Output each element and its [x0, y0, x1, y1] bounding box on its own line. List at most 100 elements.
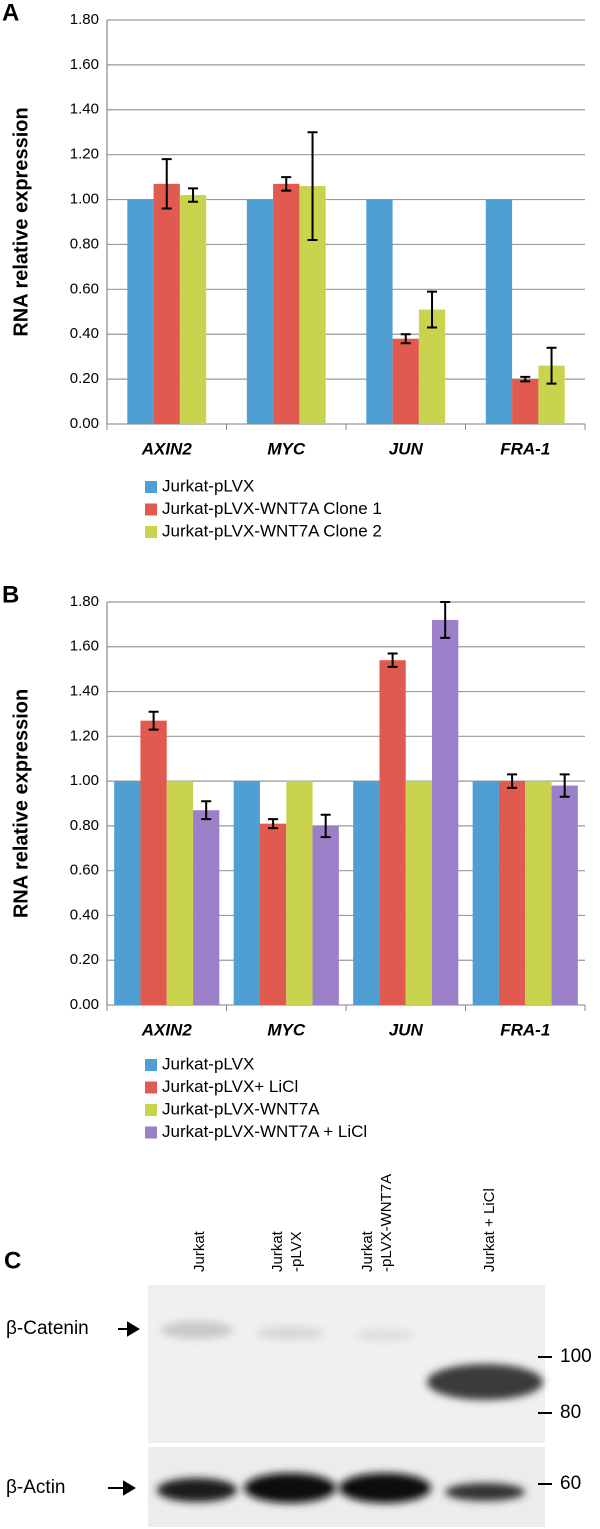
legend-swatch: [145, 481, 157, 493]
y-tick-label: 0.60: [70, 280, 99, 297]
marker-label: 60: [560, 1473, 581, 1494]
x-tick-label: JUN: [389, 439, 424, 458]
y-tick-label: 0.80: [70, 817, 99, 834]
bar: [432, 619, 459, 1005]
legend-label: Jurkat-pLVX-WNT7A Clone 2: [162, 521, 382, 540]
error-bar: [307, 131, 318, 241]
error-bar: [400, 333, 411, 345]
panel-label: B: [2, 581, 19, 608]
error-bar: [201, 800, 212, 821]
error-bar: [281, 176, 292, 192]
y-tick-label: 0.80: [70, 235, 99, 252]
arrow: [118, 1321, 140, 1337]
legend-label: Jurkat-pLVX: [162, 1054, 254, 1073]
x-tick-label: JUN: [389, 1020, 424, 1039]
bar: [379, 660, 406, 1005]
y-tick-label: 0.20: [70, 370, 99, 387]
bar: [127, 199, 154, 424]
x-tick-label: MYC: [267, 439, 306, 458]
error-bar: [161, 158, 172, 210]
arrow: [108, 1480, 136, 1496]
bar: [193, 810, 220, 1005]
legend-label: Jurkat-pLVX: [162, 476, 254, 495]
bar: [114, 781, 141, 1005]
y-tick-label: 1.80: [70, 11, 99, 28]
y-tick-label: 1.60: [70, 638, 99, 655]
error-bar: [559, 773, 570, 798]
bar: [525, 781, 552, 1005]
legend-swatch: [145, 1104, 157, 1116]
legend-label: Jurkat-pLVX-WNT7A Clone 1: [162, 499, 382, 518]
x-tick-label: MYC: [267, 1020, 306, 1039]
x-tick-label: AXIN2: [141, 439, 193, 458]
bar: [418, 309, 446, 424]
lane-label: -pLVX-WNT7A: [378, 1174, 395, 1272]
lane-label: Jurkat: [359, 1230, 376, 1272]
bar: [233, 781, 260, 1005]
y-tick-label: 1.80: [70, 593, 99, 610]
bar: [273, 183, 300, 424]
lane-label: Jurkat: [269, 1230, 286, 1272]
x-tick-label: FRA-1: [500, 439, 550, 458]
legend-label: Jurkat-pLVX-WNT7A + LiCl: [162, 1122, 367, 1141]
legend-swatch: [145, 1126, 157, 1139]
error-bar: [546, 346, 557, 385]
y-axis-title: RNA relative expression: [10, 689, 32, 918]
y-tick-label: 1.40: [70, 683, 99, 700]
y-tick-label: 0.00: [70, 415, 99, 432]
legend-label: Jurkat-pLVX+ LiCl: [162, 1077, 298, 1096]
marker-label: 80: [560, 1402, 581, 1423]
y-tick-label: 0.60: [70, 862, 99, 879]
y-tick-label: 0.20: [70, 951, 99, 968]
bar: [405, 781, 433, 1005]
y-tick-label: 1.20: [70, 146, 99, 163]
x-tick-label: AXIN2: [141, 1020, 193, 1039]
bar: [246, 199, 274, 424]
legend-swatch: [145, 526, 157, 538]
y-tick-label: 0.40: [70, 325, 99, 342]
lane-label: Jurkat: [191, 1230, 208, 1272]
bar: [366, 199, 393, 424]
bar: [179, 195, 207, 424]
y-axis-title: RNA relative expression: [10, 107, 32, 336]
bar: [485, 199, 513, 424]
row-label: β-Actin: [6, 1477, 66, 1498]
legend-swatch: [145, 503, 157, 516]
y-tick-label: 1.00: [70, 772, 99, 789]
bar: [353, 781, 380, 1005]
error-bar: [320, 813, 331, 839]
error-bar: [188, 187, 199, 203]
bar: [472, 781, 499, 1005]
bar: [140, 720, 167, 1005]
blot-bands: [157, 1321, 543, 1503]
bar: [153, 183, 180, 424]
error-bar: [387, 652, 398, 668]
marker-label: 100: [560, 1346, 592, 1367]
y-tick-label: 1.00: [70, 191, 99, 208]
y-tick-label: 0.40: [70, 906, 99, 923]
bar: [498, 781, 526, 1005]
panel-label: C: [4, 1247, 21, 1274]
legend-swatch: [145, 1059, 157, 1071]
bar: [286, 781, 313, 1005]
y-tick-label: 1.60: [70, 56, 99, 73]
bar: [392, 338, 419, 424]
legend-label: Jurkat-pLVX-WNT7A: [162, 1099, 320, 1118]
bar: [512, 379, 539, 424]
error-bar: [148, 710, 159, 731]
legend-swatch: [145, 1081, 157, 1094]
y-tick-label: 1.40: [70, 101, 99, 118]
error-bar: [427, 290, 438, 329]
x-tick-label: FRA-1: [500, 1020, 550, 1039]
bar: [312, 825, 339, 1005]
blot-top: [148, 1285, 545, 1443]
row-label: β-Catenin: [6, 1318, 89, 1339]
bar: [551, 785, 578, 1005]
lane-label: -pLVX: [288, 1231, 305, 1272]
error-bar: [268, 818, 279, 830]
bar: [259, 823, 287, 1005]
y-tick-label: 1.20: [70, 727, 99, 744]
panel-label: A: [2, 0, 19, 26]
error-bar: [507, 773, 518, 789]
